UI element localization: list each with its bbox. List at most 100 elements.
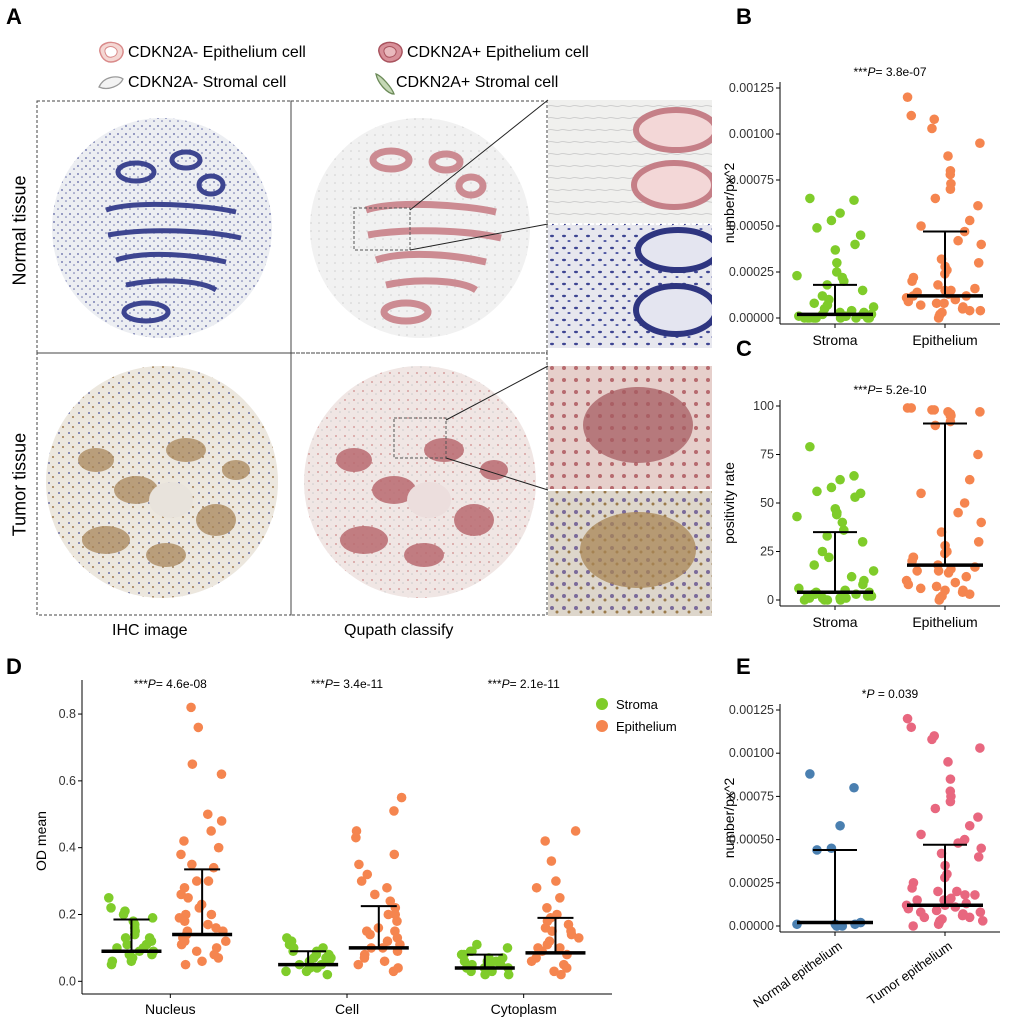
data-point: [933, 566, 944, 576]
data-point: [180, 959, 191, 970]
data-point: [930, 803, 941, 814]
data-point: [203, 919, 213, 930]
data-point: [812, 223, 822, 233]
row-label-normal: Normal tissue: [9, 175, 30, 286]
data-point: [973, 258, 984, 268]
data-point: [868, 566, 879, 576]
data-point: [385, 896, 396, 906]
data-point: [933, 886, 943, 897]
panel-label-b: B: [736, 4, 752, 29]
data-point: [206, 909, 217, 920]
data-point: [351, 832, 361, 843]
panel-label-a: A: [6, 4, 22, 29]
data-point: [179, 936, 190, 947]
data-point: [964, 820, 975, 831]
data-point: [792, 511, 802, 522]
data-point: [855, 230, 866, 240]
data-point: [103, 892, 114, 903]
p-value-annotation: ***P= 4.6e-08: [134, 677, 207, 691]
data-point: [919, 912, 930, 923]
data-point: [973, 537, 984, 547]
data-point: [573, 933, 584, 943]
data-point: [187, 759, 198, 769]
data-point: [361, 926, 372, 937]
panel-label-c: C: [736, 336, 752, 361]
data-point: [835, 474, 845, 485]
data-point: [202, 809, 213, 820]
data-point: [396, 792, 407, 803]
data-point: [943, 757, 953, 767]
data-point: [531, 882, 542, 893]
data-point: [907, 883, 917, 893]
legend-label-pos-epithelium: CDKN2A+ Epithelium cell: [407, 44, 589, 61]
data-point: [953, 838, 963, 848]
data-point: [826, 215, 837, 226]
x-tick-label: Epithelium: [912, 332, 977, 348]
data-point: [906, 110, 917, 121]
data-point: [839, 276, 849, 286]
data-point: [354, 859, 364, 870]
data-point: [934, 595, 945, 605]
y-tick-label: 0.00000: [729, 311, 774, 325]
data-point: [933, 313, 944, 323]
y-tick-label: 0.00050: [729, 833, 774, 847]
y-tick-label: 0.0: [59, 974, 76, 988]
data-point: [817, 546, 828, 557]
data-point: [388, 966, 399, 977]
data-point: [912, 895, 922, 905]
data-point: [930, 420, 941, 431]
data-point: [915, 583, 926, 594]
y-tick-label: 0.00100: [729, 746, 774, 760]
data-point: [931, 581, 942, 592]
y-tick-label: 25: [760, 545, 774, 559]
data-point: [379, 956, 390, 967]
data-point: [822, 300, 833, 310]
y-tick-label: 0.00100: [729, 127, 774, 141]
tumor-qupath-image: [304, 366, 536, 598]
data-point: [835, 820, 845, 831]
y-tick-label: 75: [760, 448, 774, 462]
data-point: [547, 926, 557, 937]
data-point: [502, 943, 513, 953]
data-point: [805, 193, 815, 204]
data-point: [975, 407, 985, 417]
data-point: [950, 577, 961, 588]
data-point: [556, 969, 566, 980]
data-point: [183, 892, 193, 903]
x-tick-label: Epithelium: [912, 614, 977, 630]
data-point: [906, 722, 917, 733]
data-point: [964, 305, 975, 316]
legend-label-pos-stromal: CDKN2A+ Stromal cell: [396, 74, 559, 91]
y-tick-label: 100: [753, 399, 774, 413]
data-point: [206, 826, 216, 836]
data-point: [945, 184, 956, 194]
data-point: [805, 441, 815, 452]
data-point: [356, 876, 367, 886]
chart-d: 0.0 0.2 0.4 0.6 0.8 OD mean Nucleus ***P= 4.6e-…: [33, 677, 677, 1017]
data-point: [929, 114, 940, 125]
data-point: [970, 890, 980, 900]
data-point: [975, 907, 986, 917]
data-point: [976, 239, 987, 250]
data-point: [301, 966, 312, 977]
row-label-tumor: Tumor tissue: [9, 432, 30, 537]
data-point: [208, 862, 219, 873]
data-point: [179, 916, 190, 926]
data-point: [964, 215, 975, 226]
data-point: [915, 300, 926, 310]
tissue-image-grid: [36, 100, 548, 616]
panel-label-e: E: [736, 654, 751, 679]
data-point: [858, 579, 868, 590]
data-point: [936, 254, 947, 264]
y-tick-label: 0.00125: [729, 703, 774, 717]
y-tick-label: 0.6: [59, 774, 76, 788]
data-point: [975, 743, 985, 753]
data-point: [540, 836, 550, 846]
x-tick-label: Tumor epithelium: [864, 938, 954, 1008]
y-tick-label: 50: [760, 496, 774, 510]
data-point: [850, 239, 860, 250]
data-point: [546, 856, 557, 866]
y-tick-label: 0.8: [59, 707, 76, 721]
data-point: [370, 889, 380, 900]
data-point: [933, 919, 944, 930]
